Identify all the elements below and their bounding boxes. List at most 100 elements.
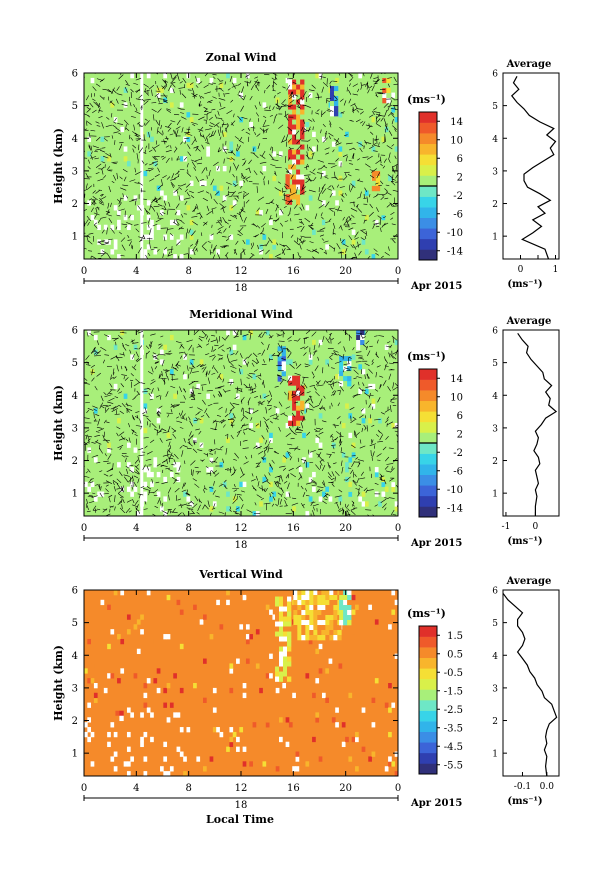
feature-cell [296, 114, 301, 120]
heatmap-cell [242, 683, 247, 689]
heatmap-cell [160, 87, 164, 93]
heatmap-cell [371, 697, 376, 703]
feature-cell [283, 636, 288, 642]
feature-cell [288, 119, 293, 125]
feature-cell [288, 154, 293, 160]
profile-y-tick-label: 4 [492, 392, 498, 402]
feature-cell [285, 194, 290, 200]
heatmap-cell [186, 136, 191, 142]
feature-cell [296, 149, 301, 155]
colorbar-swatch [419, 122, 437, 134]
colorbar-tick-label: -2.5 [444, 705, 463, 716]
heatmap-cell [242, 481, 247, 488]
heatmap-cell [384, 766, 389, 772]
heatmap-cell [87, 82, 92, 89]
feature-cell [283, 646, 288, 652]
heatmap-cell [84, 668, 88, 674]
colorbar-swatch [419, 495, 437, 507]
feature-cell [375, 170, 381, 177]
heatmap-cell [126, 614, 131, 620]
feature-cell [279, 656, 284, 662]
profile-x-label: (ms⁻¹) [507, 536, 542, 547]
heatmap-cell [113, 383, 118, 390]
heatmap-cell [160, 349, 164, 355]
heatmap-cell [345, 462, 349, 468]
heatmap-cell [262, 457, 267, 463]
heatmap-cell [199, 418, 204, 424]
heatmap-cell [140, 629, 144, 635]
heatmap-cell [249, 330, 253, 336]
feature-cell [281, 376, 286, 382]
colorbar-swatch [419, 443, 437, 454]
heatmap-cell [272, 614, 277, 620]
heatmap-cell [308, 452, 313, 458]
heatmap-cell [255, 442, 260, 448]
feature-cell [288, 129, 293, 135]
heatmap-cell [229, 413, 234, 419]
colorbar-unit: (ms⁻¹) [407, 607, 446, 620]
feature-cell [288, 390, 293, 396]
heatmap-cell [110, 224, 115, 231]
feature-cell [343, 610, 348, 616]
colorbar-swatch [419, 721, 437, 733]
heatmap-cell [245, 599, 250, 606]
feature-cell [300, 149, 305, 155]
heatmap-cell [179, 727, 184, 733]
heatmap-cell [229, 663, 234, 669]
feature-cell [292, 124, 297, 130]
heatmap-cell [193, 604, 197, 610]
feature-cell [301, 595, 306, 601]
heatmap-cell [348, 481, 353, 488]
heatmap-cell [341, 722, 346, 728]
heatmap-cell [209, 457, 214, 463]
feature-cell [300, 169, 305, 175]
feature-cell [287, 646, 292, 652]
heatmap-cell [358, 496, 363, 502]
colorbar-swatch [419, 217, 437, 229]
feature-cell [325, 610, 330, 616]
heatmap-cell [249, 634, 253, 640]
heatmap-cell [315, 648, 320, 655]
heatmap-cell [189, 249, 194, 255]
feature-cell [301, 610, 306, 616]
feature-cell [300, 79, 305, 85]
heatmap-cell [169, 471, 174, 478]
profile-y-tick-label: 3 [492, 167, 498, 177]
feature-cell [292, 164, 297, 170]
feature-cell [309, 625, 314, 631]
heatmap-cell [378, 501, 382, 507]
heatmap-cell [325, 668, 329, 674]
feature-cell [288, 159, 293, 165]
heatmap-cell [222, 166, 227, 172]
heatmap-cell [269, 673, 273, 679]
feature-cell [281, 366, 286, 372]
heatmap-cell [146, 648, 151, 655]
feature-cell [292, 169, 297, 175]
heatmap-cell [163, 234, 168, 240]
heatmap-cell [335, 741, 339, 748]
heatmap-cell [341, 741, 346, 748]
heatmap-cell [199, 619, 204, 625]
heatmap-cell [242, 692, 247, 699]
heatmap-cell [117, 634, 121, 640]
feature-cell [321, 630, 326, 636]
feature-cell [300, 134, 305, 140]
feature-cell [296, 194, 301, 200]
heatmap-cell [113, 131, 118, 138]
colorbar-swatch [419, 390, 437, 402]
heatmap-cell [130, 214, 134, 221]
heatmap-cell [206, 467, 210, 473]
heatmap-cell [166, 432, 171, 439]
feature-cell [337, 635, 342, 641]
heatmap-cell [202, 697, 207, 703]
heatmap-cell [364, 190, 369, 196]
heatmap-cell [239, 727, 244, 733]
feature-cell [325, 625, 330, 631]
y-tick-label: 1 [72, 232, 78, 243]
heatmap-cell [146, 707, 151, 713]
feature-cell [292, 104, 297, 110]
feature-cell [343, 605, 348, 611]
feature-cell [287, 641, 292, 647]
heatmap-cell [150, 471, 154, 478]
colorbar-swatch [419, 678, 437, 690]
